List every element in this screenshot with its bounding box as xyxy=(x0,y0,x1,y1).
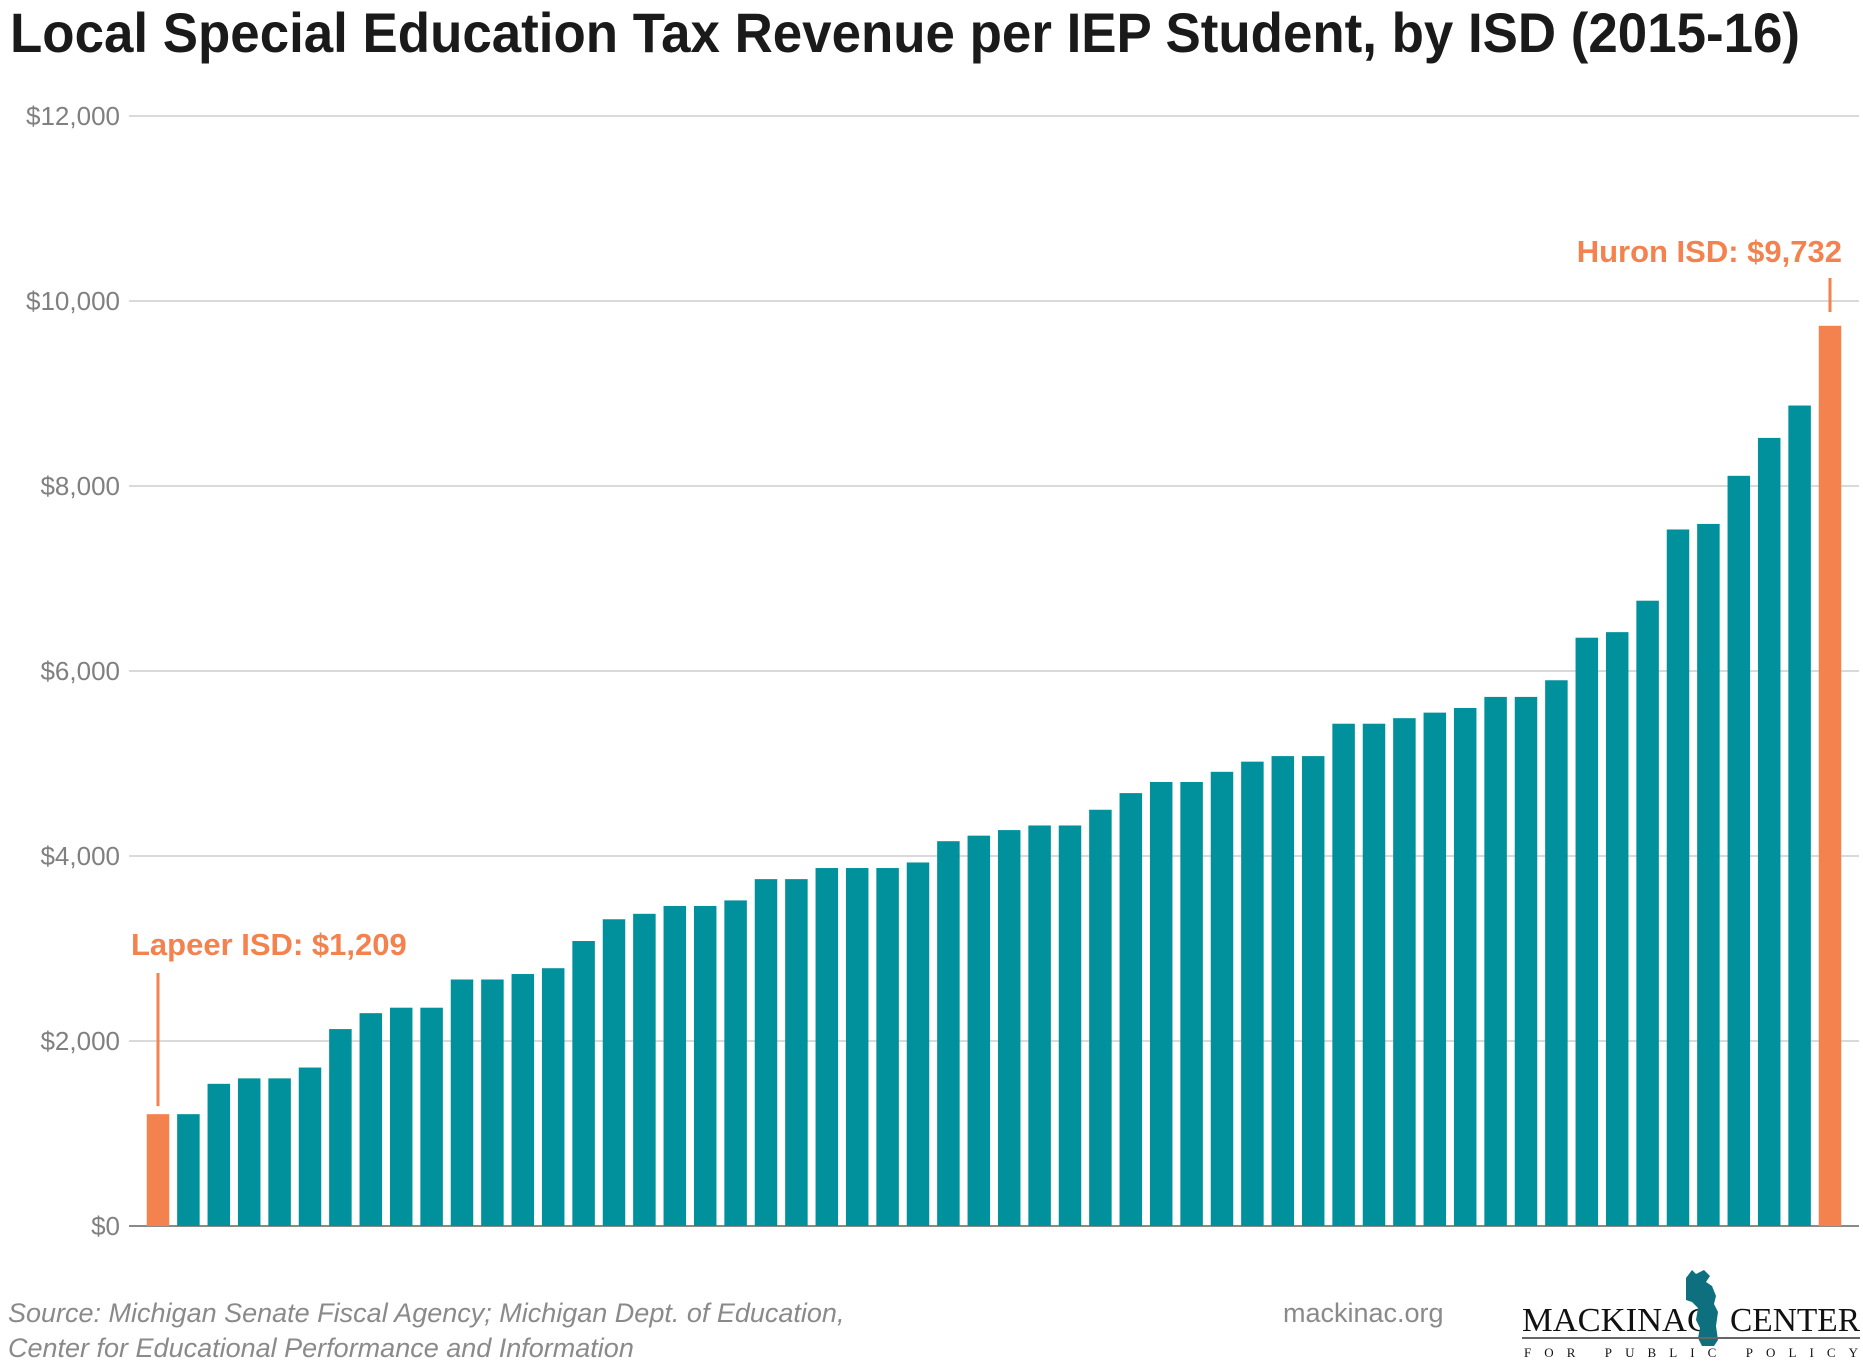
bar xyxy=(1666,529,1690,1226)
source-line-1: Source: Michigan Senate Fiscal Agency; M… xyxy=(8,1298,844,1328)
y-tick-label: $6,000 xyxy=(40,656,120,686)
bar xyxy=(481,979,504,1226)
bar xyxy=(1180,782,1203,1226)
michigan-icon xyxy=(1686,1270,1718,1346)
y-axis-tick-labels: $0 $2,000 $4,000 $6,000 $8,000 $10,000 $12,000 xyxy=(26,101,120,1241)
bar xyxy=(663,905,687,1226)
bar xyxy=(906,862,930,1226)
bar xyxy=(207,1083,231,1226)
bar xyxy=(1575,637,1599,1226)
bar xyxy=(1605,632,1629,1226)
bar xyxy=(450,979,474,1226)
bar xyxy=(1484,696,1507,1226)
bar xyxy=(1241,761,1264,1226)
gridlines xyxy=(129,115,1859,1227)
bar xyxy=(1697,523,1720,1226)
bar xyxy=(815,868,839,1226)
bar xyxy=(997,830,1021,1226)
bar xyxy=(541,968,565,1226)
bar xyxy=(724,900,747,1226)
bar xyxy=(1727,475,1751,1226)
mackinac-center-logo: MACKINAC CENTER FOR PUBLIC POLICY xyxy=(1522,1270,1860,1360)
y-tick-label: $4,000 xyxy=(40,841,120,871)
bar xyxy=(1514,696,1538,1226)
bar xyxy=(1453,708,1477,1226)
logo-text-right: CENTER xyxy=(1730,1302,1860,1339)
bar xyxy=(359,1013,383,1226)
bar xyxy=(1636,600,1659,1226)
logo-tagline: FOR PUBLIC POLICY xyxy=(1524,1345,1859,1360)
bar xyxy=(785,879,808,1226)
bar xyxy=(1545,680,1568,1226)
bar xyxy=(389,1007,413,1226)
bar xyxy=(633,913,656,1226)
y-tick-label: $0 xyxy=(91,1211,120,1241)
bar xyxy=(1393,718,1416,1226)
bar xyxy=(1149,782,1173,1226)
bar xyxy=(754,879,778,1226)
bar xyxy=(876,868,899,1226)
bar xyxy=(602,919,626,1226)
bar xyxy=(1058,825,1082,1226)
bar xyxy=(329,1029,352,1226)
bar-highlighted xyxy=(1818,325,1842,1226)
bar xyxy=(420,1007,443,1226)
bar xyxy=(1757,437,1781,1226)
bar xyxy=(693,905,717,1226)
annotations: Lapeer ISD: $1,209 Huron ISD: $9,732 xyxy=(131,234,1842,1107)
bar xyxy=(177,1114,200,1226)
annotation-label-max: Huron ISD: $9,732 xyxy=(1577,234,1842,269)
bar xyxy=(845,868,869,1226)
bar xyxy=(1271,756,1295,1226)
bar-highlighted xyxy=(146,1114,170,1226)
bar xyxy=(937,841,960,1226)
bar xyxy=(1089,809,1112,1226)
bar xyxy=(1362,723,1386,1226)
bar xyxy=(1301,756,1325,1226)
y-tick-label: $2,000 xyxy=(40,1026,120,1056)
y-tick-label: $10,000 xyxy=(26,286,120,316)
website-link[interactable]: mackinac.org xyxy=(1283,1298,1444,1328)
bar xyxy=(1210,771,1234,1226)
source-line-2: Center for Educational Performance and I… xyxy=(8,1333,634,1361)
bar xyxy=(1788,405,1811,1226)
bar xyxy=(1119,793,1143,1226)
bar xyxy=(268,1078,291,1226)
bar xyxy=(967,835,991,1226)
bar xyxy=(1332,723,1355,1226)
bar xyxy=(1028,825,1051,1226)
y-tick-label: $8,000 xyxy=(40,471,120,501)
bar xyxy=(572,941,595,1226)
bar xyxy=(1423,712,1447,1226)
bar xyxy=(298,1067,322,1226)
annotation-label-min: Lapeer ISD: $1,209 xyxy=(131,927,407,962)
logo-text-left: MACKINAC xyxy=(1522,1302,1710,1339)
bar xyxy=(237,1078,261,1226)
bar xyxy=(511,974,535,1226)
y-tick-label: $12,000 xyxy=(26,101,120,131)
bars xyxy=(146,325,1842,1226)
chart-title: Local Special Education Tax Revenue per … xyxy=(10,1,1800,64)
